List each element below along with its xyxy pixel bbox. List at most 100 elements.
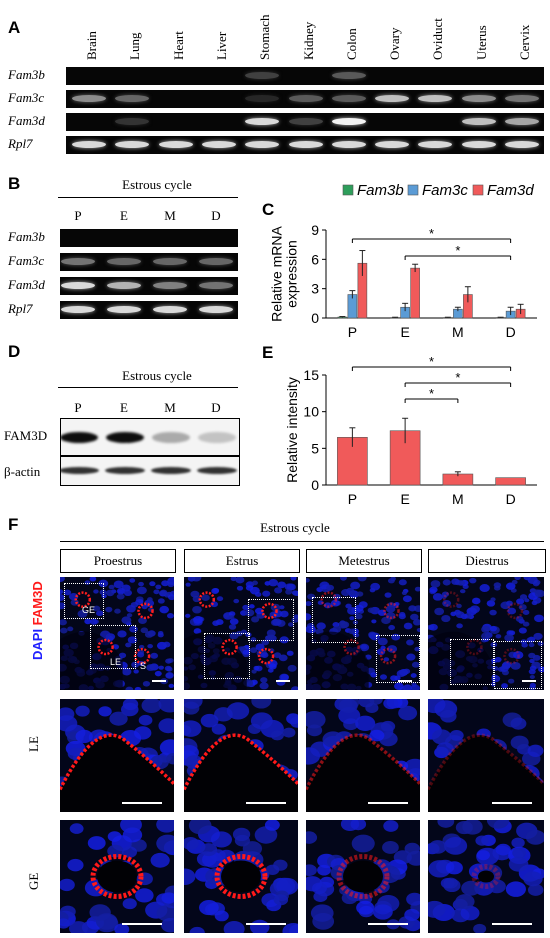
nucleus (510, 662, 521, 670)
nucleus (161, 580, 169, 587)
scale-bar (246, 923, 286, 925)
legend-swatch (407, 184, 419, 196)
nucleus (414, 586, 420, 592)
nucleus (504, 634, 514, 642)
nucleus (129, 578, 136, 583)
nucleus (190, 590, 200, 598)
micrograph-proestrus-le (60, 699, 174, 812)
nucleus (158, 665, 164, 670)
panel-b-gene-rpl7: Rpl7 (8, 301, 33, 316)
gel-band (245, 95, 280, 102)
lumen (306, 631, 369, 690)
nucleus (290, 716, 298, 728)
nucleus (133, 669, 139, 674)
nucleus (77, 610, 88, 618)
nucleus (529, 658, 535, 664)
gel-band (245, 72, 280, 79)
nucleus (518, 604, 527, 611)
gel-band (61, 282, 95, 289)
nucleus (135, 888, 154, 903)
micrograph-metestrus-overview (306, 577, 420, 690)
lumen (428, 631, 492, 690)
gel-band (153, 258, 187, 265)
panel-b-lane-p: P (74, 208, 82, 223)
nucleus (127, 636, 138, 644)
panel-c-chart: Fam3b Fam3c Fam3d 0 3 6 9 P E M D Relative mRNA expr… (269, 182, 537, 340)
x-tick-label: P (348, 491, 357, 507)
gel-band (505, 141, 539, 148)
nucleus (355, 715, 376, 732)
gland-fam3d-signal (379, 647, 397, 665)
nucleus (165, 672, 174, 679)
nucleus (156, 834, 174, 853)
nucleus (486, 820, 510, 829)
nucleus (89, 577, 97, 582)
nucleus (398, 579, 407, 586)
nucleus (473, 923, 487, 933)
nucleus (228, 615, 235, 620)
nucleus (394, 675, 401, 681)
gel-band (375, 141, 410, 148)
nucleus (212, 620, 220, 626)
nucleus (383, 657, 390, 662)
nucleus (109, 711, 128, 726)
legend-swatch (342, 184, 354, 196)
nucleus (242, 649, 250, 655)
nucleus (265, 864, 280, 876)
nucleus (341, 891, 358, 905)
nucleus (398, 611, 406, 618)
gel-band (158, 141, 193, 148)
western-blot-actin (60, 456, 240, 486)
nucleus (229, 618, 239, 625)
nucleus (330, 599, 340, 607)
nucleus (462, 820, 483, 835)
panel-b-gel-row-rpl7 (60, 301, 238, 319)
gland-fam3d-signal (320, 591, 338, 608)
nucleus (525, 829, 544, 845)
nucleus (135, 599, 144, 606)
glandular-epithelium-fam3d-signal (90, 854, 144, 899)
nucleus (144, 631, 154, 638)
scale-bar (368, 802, 408, 804)
nucleus (521, 642, 528, 648)
nucleus (371, 619, 377, 624)
nucleus (451, 578, 460, 585)
gland-fam3d-signal (198, 591, 216, 608)
legend-label: Fam3c (422, 182, 468, 199)
nucleus (121, 668, 132, 676)
x-tick-label: D (506, 491, 516, 507)
nucleus (443, 878, 461, 893)
panel-a-letter: A (8, 18, 21, 37)
nucleus (376, 648, 386, 656)
nucleus (290, 686, 298, 690)
nucleus (461, 880, 481, 896)
nucleus (516, 598, 525, 605)
nucleus (84, 618, 92, 625)
scale-bar (398, 680, 412, 682)
nucleus (528, 642, 535, 648)
nucleus (292, 590, 298, 596)
wb-band (105, 467, 145, 474)
nucleus (153, 589, 160, 595)
nucleus (87, 836, 106, 850)
gel-band (72, 95, 106, 102)
nucleus (125, 642, 132, 648)
micrograph-canvas (428, 699, 544, 812)
bar (410, 267, 420, 319)
nucleus (260, 652, 269, 659)
nucleus (266, 634, 276, 642)
nucleus (251, 616, 260, 623)
nucleus (191, 577, 202, 582)
nucleus (105, 606, 113, 613)
gland-fam3d-signal (343, 638, 360, 656)
nucleus (398, 705, 418, 721)
nucleus (527, 577, 538, 584)
nucleus (268, 663, 277, 670)
nucleus (533, 632, 543, 640)
wb-band (151, 467, 191, 474)
nucleus (147, 643, 153, 649)
nucleus (404, 908, 420, 921)
nucleus (60, 594, 65, 602)
inset-marker-box (450, 639, 494, 685)
nucleus (141, 699, 162, 714)
